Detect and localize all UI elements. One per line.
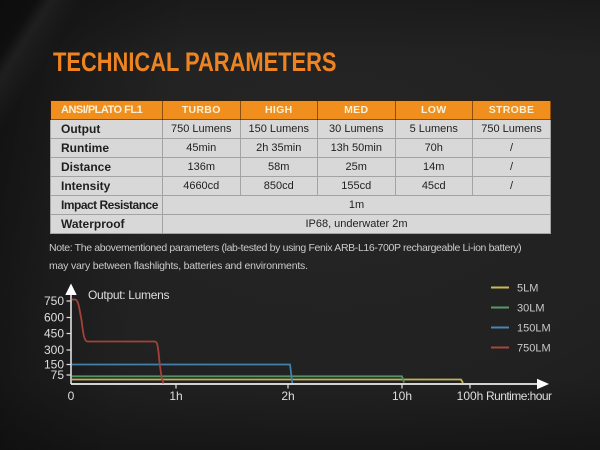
svg-text:10h: 10h	[392, 389, 412, 403]
svg-text:Output: Lumens: Output: Lumens	[88, 288, 169, 302]
svg-text:300: 300	[44, 343, 64, 357]
svg-text:Runtime:hour: Runtime:hour	[486, 389, 552, 403]
svg-text:150: 150	[44, 358, 64, 372]
svg-text:600: 600	[44, 311, 64, 325]
svg-text:5LM: 5LM	[517, 283, 538, 295]
svg-text:75: 75	[51, 368, 65, 382]
svg-text:2h: 2h	[281, 389, 294, 403]
svg-text:0: 0	[68, 389, 75, 403]
svg-text:450: 450	[44, 327, 64, 341]
svg-text:30LM: 30LM	[517, 303, 545, 315]
svg-text:100h: 100h	[457, 389, 484, 403]
svg-text:750LM: 750LM	[517, 343, 551, 355]
svg-text:150LM: 150LM	[517, 323, 551, 335]
svg-text:750: 750	[44, 294, 64, 308]
svg-text:1h: 1h	[169, 389, 182, 403]
